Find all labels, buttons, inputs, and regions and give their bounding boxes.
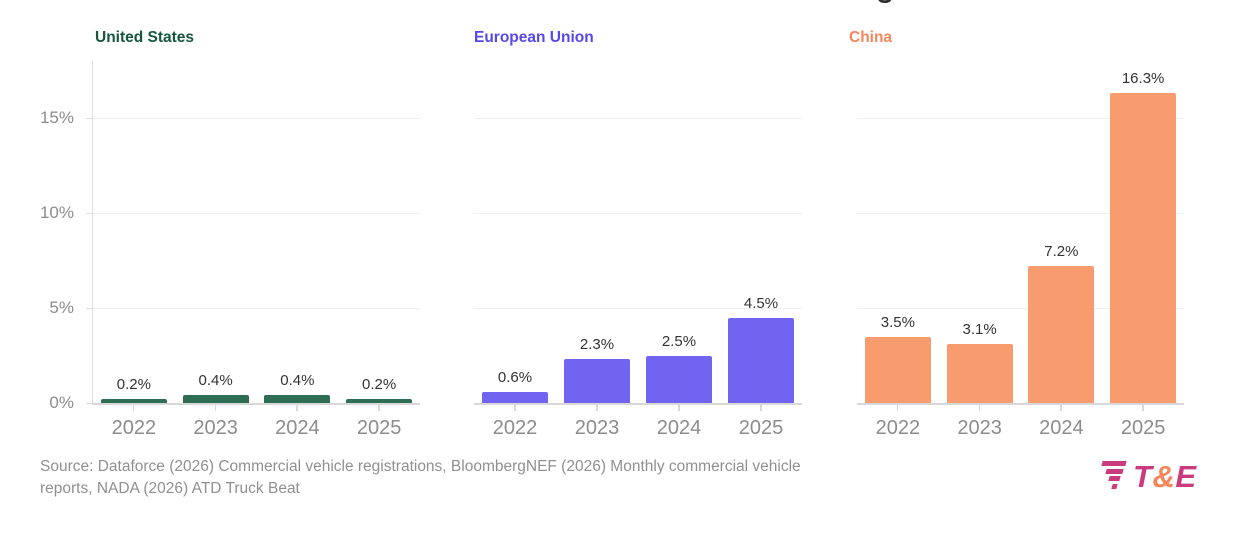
y-tick	[86, 307, 93, 309]
y-tick-label-5pct: 5%	[49, 298, 74, 317]
x-axis-label: 2025	[1120, 417, 1166, 439]
bar-2025	[346, 399, 413, 403]
x-axis-label: 2022	[875, 417, 921, 439]
bar-2025	[1110, 93, 1177, 403]
x-axis-label: 2023	[193, 417, 238, 439]
bar-2024	[1028, 266, 1095, 403]
bar-value-label: 4.5%	[743, 294, 779, 312]
gridline-5pct	[474, 307, 802, 309]
x-tick	[760, 405, 762, 411]
x-tick	[132, 405, 135, 411]
y-tick	[86, 117, 93, 119]
bar-2022	[482, 391, 548, 403]
bar-value-label: 2.3%	[579, 336, 615, 354]
panel-china: 3.5% 2022 3.1% 2023 7.2% 2024 16.3% 2025	[857, 61, 1184, 439]
x-tick	[678, 405, 680, 411]
x-axis-label: 2024	[275, 417, 320, 439]
gridline-10pct	[857, 212, 1184, 214]
x-tick	[596, 405, 598, 411]
bar-2025	[728, 317, 794, 403]
bar-2022	[864, 336, 931, 403]
bar-value-label: 0.2%	[116, 376, 151, 394]
y-tick	[86, 212, 93, 214]
bar-2024	[264, 395, 331, 403]
x-axis-label: 2022	[492, 417, 538, 439]
x-axis-label: 2023	[957, 417, 1002, 439]
x-axis-label: 2025	[356, 417, 402, 439]
title-fragment: g	[876, 0, 894, 5]
logo-letter-t: T	[1133, 459, 1153, 494]
panel-title-united-states: United States	[95, 29, 195, 46]
x-tick	[978, 405, 981, 411]
te-stripes-icon	[1098, 461, 1127, 493]
gridline-10pct	[474, 212, 802, 214]
x-tick	[378, 405, 380, 411]
bar-2024	[646, 355, 712, 403]
y-tick-label-15pct: 15%	[39, 108, 74, 127]
x-tick	[896, 405, 899, 411]
gridline-15pct	[857, 117, 1184, 119]
y-tick	[86, 402, 93, 404]
bar-value-label: 0.6%	[497, 368, 533, 386]
bar-value-label: 7.2%	[1044, 243, 1079, 261]
bar-2022	[100, 399, 167, 403]
x-tick	[214, 405, 217, 411]
y-tick-label-10pct: 10%	[39, 203, 74, 222]
cropped-chart-title: g	[872, 0, 908, 9]
panel-european-union: 0.6% 2022 2.3% 2023 2.5% 2024 4.5% 2025	[474, 61, 802, 439]
gridline-10pct	[93, 212, 420, 214]
bar-value-label: 3.5%	[880, 313, 915, 331]
gridline-15pct	[93, 117, 420, 119]
source-line-2: reports, NADA (2026) ATD Truck Beat	[40, 480, 300, 497]
panel-title-china: China	[849, 29, 893, 46]
panel-title-european-union: European Union	[474, 29, 594, 46]
te-logo-text: T&E	[1133, 461, 1197, 493]
bar-2023	[182, 395, 249, 403]
x-axis-label: 2024	[1039, 417, 1084, 439]
x-tick	[1142, 405, 1144, 411]
bar-value-label: 0.2%	[362, 376, 397, 394]
bar-value-label: 0.4%	[280, 372, 315, 390]
x-tick	[514, 405, 516, 411]
bar-value-label: 0.4%	[198, 372, 233, 390]
gridline-5pct	[857, 307, 1184, 309]
source-line-1: Source: Dataforce (2026) Commercial vehi…	[40, 458, 801, 475]
x-tick	[1060, 405, 1062, 411]
bar-value-label: 2.5%	[661, 332, 697, 350]
gridline-15pct	[474, 117, 802, 119]
bar-value-label: 16.3%	[1121, 70, 1165, 88]
x-axis-label: 2023	[574, 417, 620, 439]
x-tick	[296, 405, 298, 411]
x-axis-label: 2025	[738, 417, 784, 439]
x-axis-label: 2022	[111, 417, 157, 439]
source-note: Source: Dataforce (2026) Commercial vehi…	[40, 456, 801, 500]
bar-2023	[564, 359, 630, 403]
gridline-5pct	[93, 307, 420, 309]
bar-2023	[946, 344, 1013, 403]
y-axis-labels: 0% 5% 10% 15%	[28, 61, 82, 412]
y-tick-label-0pct: 0%	[49, 393, 74, 412]
panel-united-states: 0.2% 2022 0.4% 2023 0.4% 2024 0.2% 2025	[86, 61, 420, 439]
bar-value-label: 3.1%	[962, 321, 997, 339]
logo-letter-e: E	[1175, 459, 1197, 494]
x-axis-label: 2024	[656, 417, 702, 439]
te-logo: T&E	[1098, 461, 1197, 493]
logo-ampersand: &	[1152, 459, 1176, 494]
